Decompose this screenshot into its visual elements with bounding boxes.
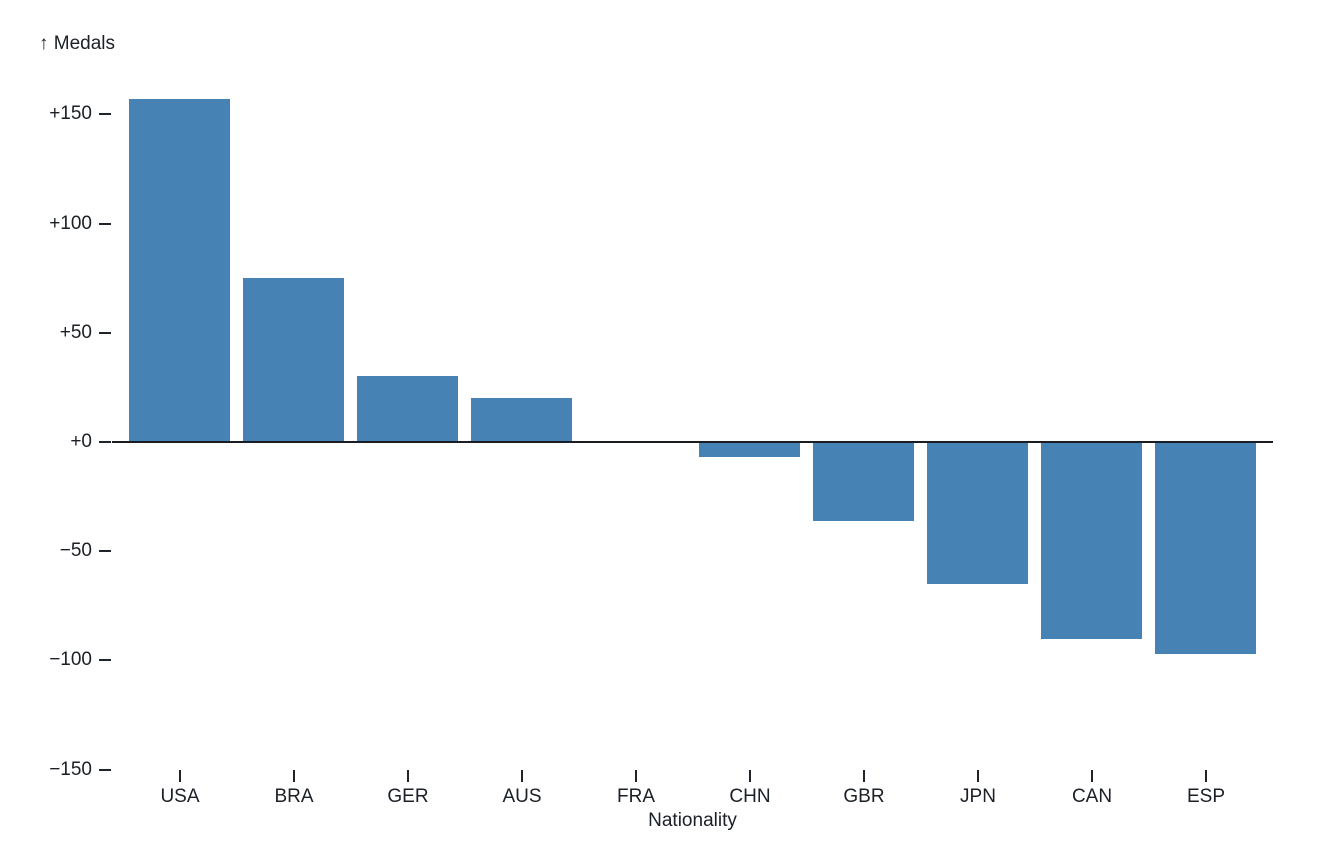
bar-can [1041, 442, 1142, 639]
x-tick-mark [1205, 770, 1207, 782]
y-tick-mark [99, 441, 111, 443]
y-tick-label: +50 [59, 322, 92, 343]
y-tick-label: −50 [59, 540, 92, 561]
x-tick-label: CAN [1071, 786, 1113, 807]
y-tick-mark [99, 332, 111, 334]
y-tick-mark [99, 550, 111, 552]
x-tick-label: CHN [729, 786, 771, 807]
bar-aus [471, 398, 572, 442]
x-tick-label: ESP [1186, 786, 1226, 807]
y-tick-label: −100 [49, 649, 92, 670]
x-tick-mark [749, 770, 751, 782]
x-tick-label: GBR [843, 786, 885, 807]
bar-esp [1155, 442, 1256, 654]
x-tick-label: USA [160, 786, 200, 807]
x-tick-mark [863, 770, 865, 782]
bar-gbr [813, 442, 914, 521]
y-tick-mark [99, 113, 111, 115]
x-tick-label: FRA [617, 786, 655, 807]
y-tick-label: +100 [49, 213, 92, 234]
x-tick-label: BRA [274, 786, 314, 807]
bar-jpn [927, 442, 1028, 584]
y-axis-title: ↑ Medals [39, 33, 116, 54]
y-tick-mark [99, 659, 111, 661]
y-tick-label: −150 [49, 759, 92, 780]
x-tick-mark [1091, 770, 1093, 782]
x-tick-mark [635, 770, 637, 782]
y-tick-mark [99, 769, 111, 771]
bar-usa [129, 99, 230, 442]
x-tick-mark [179, 770, 181, 782]
x-tick-mark [293, 770, 295, 782]
x-axis-title: Nationality [648, 810, 737, 831]
y-tick-label: +150 [49, 103, 92, 124]
x-tick-mark [521, 770, 523, 782]
y-tick-label: +0 [70, 431, 92, 452]
zero-line [112, 441, 1273, 443]
bar-chn [699, 442, 800, 457]
bar-ger [357, 376, 458, 442]
bar-bra [243, 278, 344, 442]
y-tick-mark [99, 223, 111, 225]
x-tick-label: GER [387, 786, 429, 807]
x-tick-label: AUS [502, 786, 542, 807]
x-tick-mark [977, 770, 979, 782]
x-tick-label: JPN [960, 786, 996, 807]
x-tick-mark [407, 770, 409, 782]
